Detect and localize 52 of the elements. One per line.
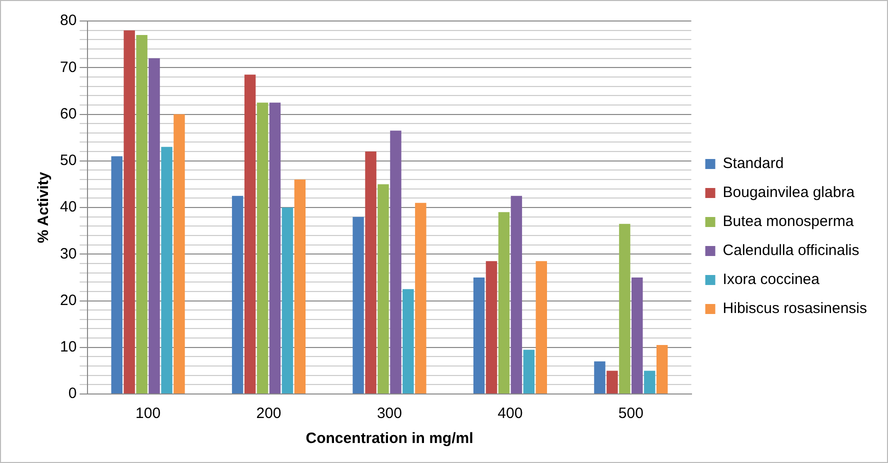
y-tick-label: 20 [60, 292, 77, 309]
bar [619, 224, 630, 394]
legend-label: Standard [722, 155, 784, 172]
bar [136, 34, 148, 394]
bar [523, 350, 535, 394]
bar [174, 114, 185, 394]
x-tick-label: 200 [256, 405, 282, 422]
bar [536, 261, 547, 394]
bar [232, 196, 244, 394]
bar [473, 277, 485, 394]
bar [111, 156, 122, 394]
bar [378, 184, 389, 394]
bar [415, 202, 426, 394]
bar [498, 212, 510, 394]
x-tick-label: 100 [136, 405, 161, 422]
bar [486, 261, 498, 394]
y-tick-label: 70 [60, 58, 77, 76]
x-tick-label: 300 [376, 405, 402, 422]
bar [365, 152, 376, 394]
bar [510, 196, 522, 394]
bar [282, 208, 294, 394]
legend-label: Butea monosperma [722, 213, 854, 230]
y-tick-label: 0 [68, 385, 77, 402]
bar [402, 289, 414, 394]
y-tick-label: 10 [60, 338, 77, 356]
bar [352, 216, 364, 394]
bar [269, 102, 281, 394]
bar [294, 180, 306, 394]
bar [632, 277, 643, 394]
y-tick-label: 40 [60, 198, 77, 216]
y-tick-label: 60 [60, 105, 77, 122]
y-tick-label: 30 [60, 245, 77, 262]
legend-label: Ixora coccinea [722, 271, 820, 288]
bar [644, 370, 656, 394]
x-tick-label: 500 [618, 405, 644, 422]
y-axis-title: % Activity [35, 171, 52, 244]
bar [124, 30, 135, 394]
y-tick-label: 80 [60, 12, 77, 30]
legend-label: Bougainvilea glabra [722, 184, 856, 202]
y-tick-label: 50 [60, 152, 77, 170]
bar [148, 58, 160, 394]
legend-label: Hibiscus rosasinensis [722, 300, 868, 318]
bar [256, 102, 268, 394]
bar [656, 345, 668, 394]
bar [594, 361, 606, 394]
legend-label: Calendulla officinalis [722, 242, 860, 260]
x-axis-title: Concentration in mg/ml [306, 430, 474, 448]
x-tick-label: 400 [498, 405, 523, 422]
bar [244, 74, 256, 394]
bar [161, 146, 172, 394]
bar [390, 130, 402, 394]
bar [606, 370, 618, 394]
